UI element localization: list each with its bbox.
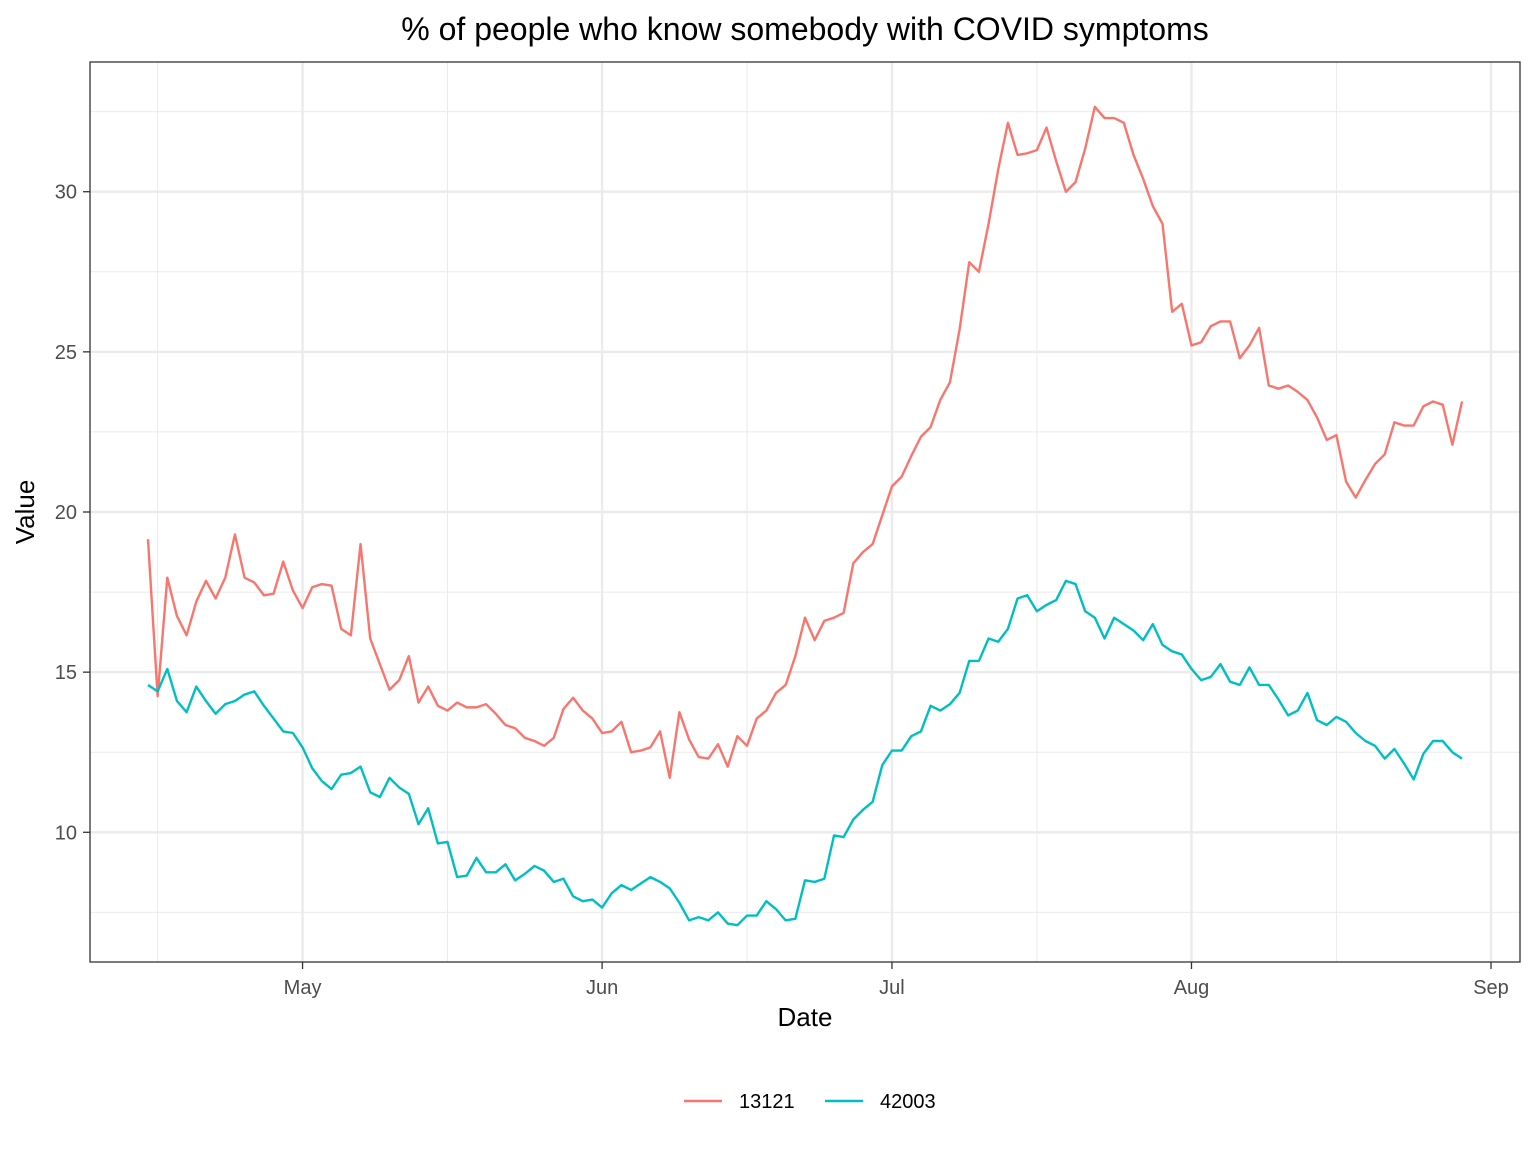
y-tick-label: 10 [55, 822, 77, 844]
legend-label-42003: 42003 [880, 1091, 936, 1113]
legend-item-42003: 42003 [825, 1091, 936, 1113]
y-tick-label: 25 [55, 342, 77, 364]
legend-item-13121: 13121 [684, 1091, 795, 1113]
x-tick-label: Jun [586, 977, 618, 999]
x-tick-label: Sep [1473, 977, 1509, 999]
y-tick-label: 30 [55, 182, 77, 204]
minor-gridlines [90, 62, 1520, 962]
y-axis-title: Value [10, 480, 40, 545]
series-line-42003 [147, 579, 1463, 927]
series-line-13121 [146, 105, 1464, 780]
y-tick-label: 20 [55, 502, 77, 524]
y-axis: 10 15 20 25 30 [55, 182, 90, 844]
series-layer [146, 105, 1464, 927]
y-tick-label: 15 [55, 662, 77, 684]
x-axis: May Jun Jul Aug Sep [284, 962, 1509, 999]
legend: 13121 42003 [684, 1091, 936, 1113]
x-tick-label: May [284, 977, 322, 999]
x-tick-label: Aug [1174, 977, 1210, 999]
major-gridlines [90, 62, 1520, 962]
x-tick-label: Jul [879, 977, 905, 999]
chart-title: % of people who know somebody with COVID… [401, 11, 1208, 47]
legend-label-13121: 13121 [739, 1091, 795, 1113]
x-axis-title: Date [778, 1002, 833, 1032]
